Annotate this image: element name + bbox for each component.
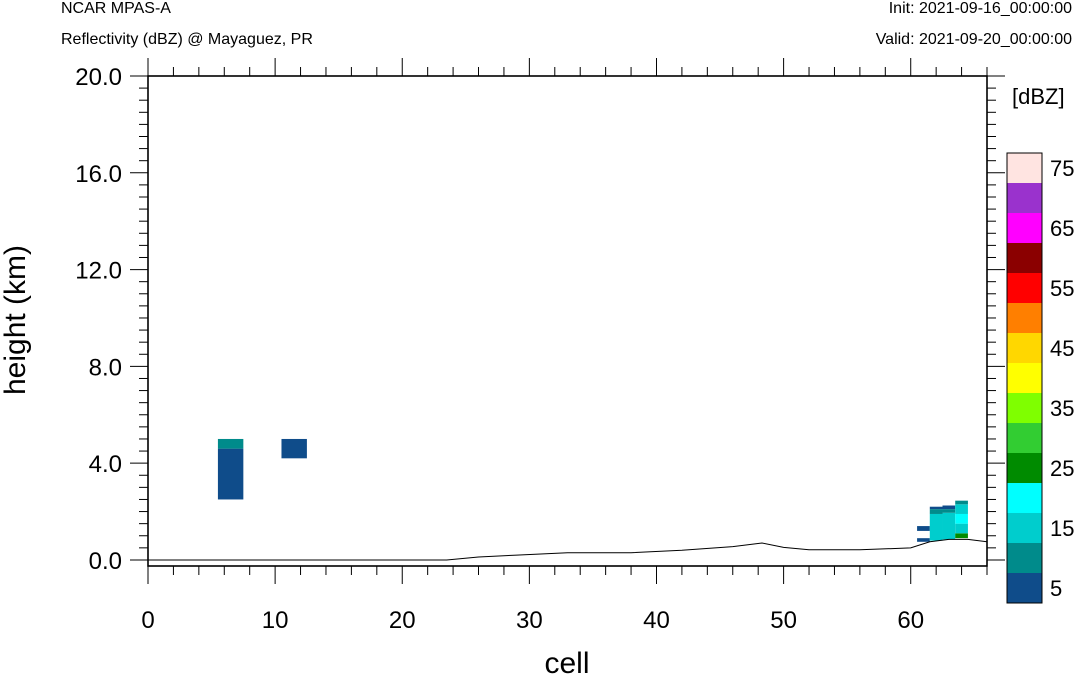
colorbar-box-50 <box>1007 303 1042 333</box>
plot-frame <box>147 75 988 567</box>
colorbar-label-55: 55 <box>1050 276 1074 301</box>
colorbar-label-35: 35 <box>1050 396 1074 421</box>
reflectivity-cell-1 <box>217 438 244 449</box>
reflectivity-cell-11 <box>955 533 968 539</box>
y-tick-label-2: 8.0 <box>89 354 122 381</box>
colorbar-label-45: 45 <box>1050 336 1074 361</box>
colorbar-label-15: 15 <box>1050 516 1074 541</box>
x-tick-label-40: 40 <box>643 607 670 634</box>
x-tick-label-20: 20 <box>389 607 416 634</box>
chart-header-left-line2: Reflectivity (dBZ) @ Mayaguez, PR <box>61 31 313 48</box>
y-axis-title: height (km) <box>0 245 32 395</box>
data-cells-layer <box>217 438 968 542</box>
reflectivity-cell-0 <box>217 448 244 500</box>
reflectivity-cell-15 <box>955 500 968 505</box>
terrain-layer <box>148 538 988 561</box>
colorbar-box-25 <box>1007 453 1042 483</box>
colorbar-box-60 <box>1007 243 1042 273</box>
y-tick-label-3: 12.0 <box>75 258 122 285</box>
x-tick-label-10: 10 <box>262 607 289 634</box>
colorbar-box-65 <box>1007 213 1042 243</box>
y-tick-label-0: 0.0 <box>89 548 122 575</box>
reflectivity-cell-3 <box>917 526 930 531</box>
tick-labels: 0 10 20 30 40 50 60 0.0 4.0 8.0 12.0 16.0 20.0 <box>75 64 924 634</box>
reflectivity-cell-7 <box>929 506 943 510</box>
x-tick-label-60: 60 <box>897 607 924 634</box>
x-tick-label-50: 50 <box>770 607 797 634</box>
reflectivity-cell-5 <box>929 513 943 541</box>
colorbar-title: [dBZ] <box>1012 84 1065 109</box>
reflectivity-cell-6 <box>929 509 943 514</box>
y-tick-label-1: 4.0 <box>89 451 122 478</box>
colorbar-box-75 <box>1007 153 1042 183</box>
colorbar-label-25: 25 <box>1050 456 1074 481</box>
reflectivity-cell-10 <box>942 505 956 510</box>
x-axis-title: cell <box>544 647 589 677</box>
chart-header-right-line1: Init: 2021-09-16_00:00:00 <box>888 0 1072 17</box>
colorbar-box-5 <box>1007 573 1042 603</box>
y-tick-label-4: 16.0 <box>75 161 122 188</box>
chart-header-right-line2: Valid: 2021-09-20_00:00:00 <box>875 31 1072 48</box>
reflectivity-cell-2 <box>281 438 307 459</box>
colorbar-border <box>1006 152 1043 604</box>
reflectivity-cell-9 <box>942 509 956 513</box>
reflectivity-cell-12 <box>955 523 968 534</box>
x-tick-label-0: 0 <box>141 607 154 634</box>
y-tick-label-5: 20.0 <box>75 64 122 91</box>
colorbar-box-55 <box>1007 273 1042 303</box>
plot-border <box>147 75 988 567</box>
colorbar-box-15 <box>1007 513 1042 543</box>
reflectivity-cell-14 <box>955 504 968 514</box>
reflectivity-cell-4 <box>917 538 930 542</box>
colorbar-box-10 <box>1007 543 1042 573</box>
x-tick-label-30: 30 <box>516 607 543 634</box>
chart-header-left-line1: NCAR MPAS-A <box>61 0 171 17</box>
colorbar-box-40 <box>1007 363 1042 393</box>
colorbar-box-45 <box>1007 333 1042 363</box>
colorbar-box-30 <box>1007 423 1042 453</box>
colorbar-box-35 <box>1007 393 1042 423</box>
colorbar-label-75: 75 <box>1050 156 1074 181</box>
terrain-line <box>148 538 988 561</box>
colorbar-box-70 <box>1007 183 1042 213</box>
reflectivity-cell-8 <box>942 512 956 540</box>
colorbar-label-65: 65 <box>1050 216 1074 241</box>
colorbar-label-5: 5 <box>1050 576 1062 601</box>
colorbar-box-20 <box>1007 483 1042 513</box>
reflectivity-cell-13 <box>955 513 968 524</box>
colorbar: 5 15 25 35 45 55 65 75 <box>1006 152 1074 604</box>
tick-marks <box>130 58 1005 584</box>
